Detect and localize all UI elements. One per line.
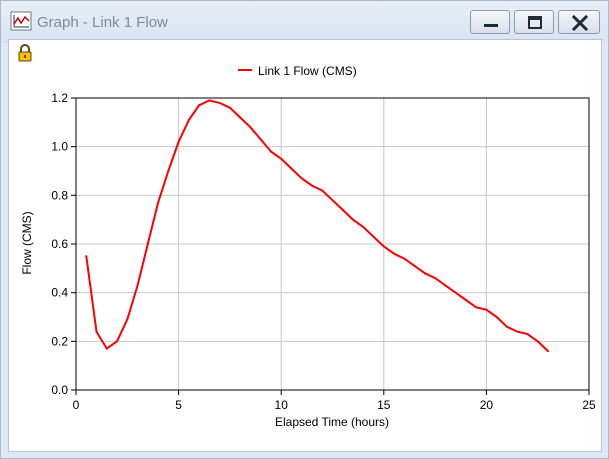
close-icon <box>571 14 589 32</box>
close-button[interactable] <box>558 10 600 34</box>
data-point <box>280 157 283 160</box>
x-tick-label: 25 <box>582 398 596 412</box>
data-point <box>300 177 303 180</box>
data-point <box>136 284 139 287</box>
y-axis-label: Flow (CMS) <box>20 211 34 274</box>
series-points <box>85 99 549 353</box>
data-point <box>310 184 313 187</box>
x-tick-label: 5 <box>175 398 182 412</box>
data-point <box>485 308 488 311</box>
data-point <box>228 106 231 109</box>
y-tick-label: 0.6 <box>51 237 68 251</box>
maximize-button[interactable] <box>514 10 554 34</box>
data-point <box>464 298 467 301</box>
maximize-icon <box>528 16 542 29</box>
data-point <box>382 245 385 248</box>
y-tick-label: 0.8 <box>51 188 68 202</box>
data-point <box>187 118 190 121</box>
data-point <box>116 340 119 343</box>
data-point <box>157 201 160 204</box>
x-tick-label: 20 <box>480 398 494 412</box>
minimize-button[interactable] <box>470 10 510 34</box>
data-point <box>372 235 375 238</box>
data-point <box>526 333 529 336</box>
y-tick-label: 1.0 <box>51 140 68 154</box>
data-point <box>95 330 98 333</box>
minimize-icon <box>484 24 498 27</box>
data-point <box>85 255 88 258</box>
data-point <box>413 264 416 267</box>
data-point <box>269 150 272 153</box>
data-point <box>321 189 324 192</box>
data-point <box>249 126 252 129</box>
data-point <box>393 252 396 255</box>
data-point <box>536 340 539 343</box>
data-point <box>403 257 406 260</box>
chart-icon <box>10 11 32 31</box>
y-tick-label: 0.4 <box>51 286 68 300</box>
y-tick-label: 0.2 <box>51 334 68 348</box>
data-point <box>126 318 129 321</box>
data-point <box>475 306 478 309</box>
data-point <box>423 272 426 275</box>
flow-chart: 0 5 10 15 20 25 0.0 0.2 0.4 0.6 0.8 1.0 1.2 Link 1 F… <box>20 64 596 429</box>
data-point <box>259 138 262 141</box>
data-point <box>546 350 549 353</box>
y-tick-label: 0.0 <box>51 383 68 397</box>
x-tick-label: 15 <box>377 398 391 412</box>
data-point <box>290 167 293 170</box>
data-point <box>516 330 519 333</box>
data-point <box>239 116 242 119</box>
data-point <box>341 208 344 211</box>
axis-ticks: 0 5 10 15 20 25 0.0 0.2 0.4 0.6 0.8 1.0 1.2 <box>51 91 596 412</box>
data-point <box>208 99 211 102</box>
data-point <box>146 243 149 245</box>
x-tick-label: 10 <box>275 398 289 412</box>
data-point <box>331 199 334 202</box>
data-point <box>198 104 201 107</box>
x-axis-label: Elapsed Time (hours) <box>275 415 389 429</box>
data-point <box>362 225 365 228</box>
y-tick-label: 1.2 <box>51 91 68 105</box>
data-point <box>177 140 180 143</box>
series-line <box>85 99 549 352</box>
data-point <box>454 291 457 294</box>
legend-label: Link 1 Flow (CMS) <box>258 64 357 78</box>
window-title: Graph - Link 1 Flow <box>37 14 168 31</box>
data-point <box>444 284 447 287</box>
data-point <box>434 277 437 280</box>
data-point <box>495 316 498 318</box>
data-point <box>105 347 108 350</box>
grid-lines <box>76 98 589 390</box>
data-point <box>352 218 355 221</box>
lock-icon[interactable] <box>17 44 33 62</box>
x-tick-label: 0 <box>73 398 80 412</box>
data-point <box>167 170 170 172</box>
title-bar[interactable]: Graph - Link 1 Flow <box>1 1 608 43</box>
data-point <box>505 325 508 328</box>
graph-client-area: 0 5 10 15 20 25 0.0 0.2 0.4 0.6 0.8 1.0 1.2 Link 1 F… <box>8 39 602 452</box>
data-point <box>218 101 221 104</box>
